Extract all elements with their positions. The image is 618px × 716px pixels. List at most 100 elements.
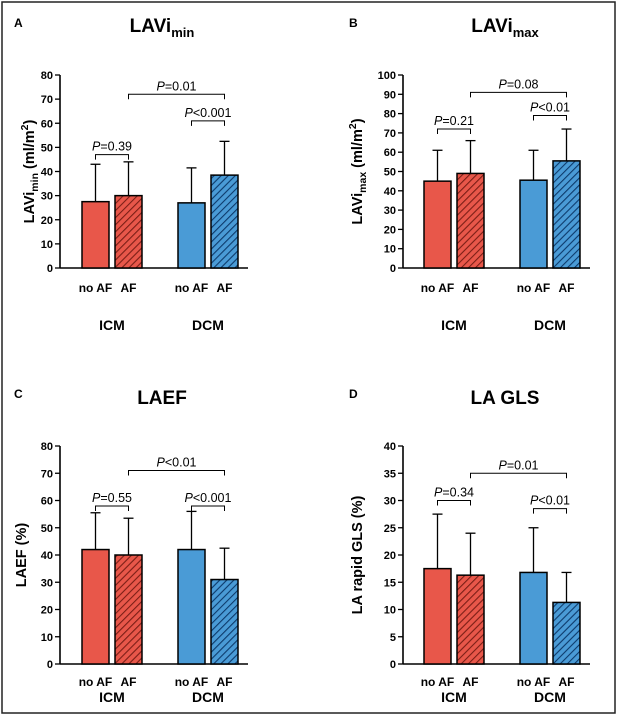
panel-letter: C xyxy=(14,387,23,401)
y-tick-label: 40 xyxy=(384,441,396,453)
y-tick-label: 0 xyxy=(390,263,396,275)
bar-icm-af xyxy=(114,194,143,269)
bar-dcm-af xyxy=(552,160,581,269)
group-label-dcm: DCM xyxy=(534,689,566,705)
y-tick-label: 60 xyxy=(384,147,396,159)
panel-title: LAEF xyxy=(137,388,187,409)
bar-dcm-no-af xyxy=(177,548,206,665)
bar-icm-af xyxy=(114,554,143,665)
y-axis-label: LAVimax (ml/m2) xyxy=(347,118,369,224)
p-value-label: P<0.01 xyxy=(530,101,570,115)
panel-a: A LAVimin LAVimin (ml/m2) 0 10 20 30 40 50 60 70 80… xyxy=(14,16,248,333)
panel-c: C LAEF LAEF (%) 0 10 20 30 40 50 60 70 80 no AF AF no … xyxy=(14,387,248,705)
bar-dcm-af xyxy=(210,174,239,269)
bar-icm-no-af xyxy=(423,567,452,665)
p-value-label: P<0.01 xyxy=(530,494,570,508)
y-tick-label: 30 xyxy=(41,577,53,589)
panel-b: B LAVimax LAVimax (ml/m2) 0 10 20 30 40 50 60 70 80… xyxy=(347,16,590,333)
p-value-label: P=0.55 xyxy=(92,491,132,505)
y-tick-label: 20 xyxy=(384,224,396,236)
bar-dcm-no-af xyxy=(177,202,206,269)
y-tick-label: 35 xyxy=(384,468,396,480)
x-category-label: AF xyxy=(121,281,137,295)
comparison-bracket xyxy=(128,93,225,100)
bar-dcm-no-af xyxy=(519,179,548,269)
y-tick-label: 50 xyxy=(384,167,396,179)
y-tick-label: 80 xyxy=(384,109,396,121)
p-value-label: P=0.01 xyxy=(157,79,197,93)
y-tick-label: 0 xyxy=(47,659,53,671)
p-value-label: P=0.34 xyxy=(434,486,474,500)
y-axis-label: LAVimin (ml/m2) xyxy=(19,119,41,223)
group-label-icm: ICM xyxy=(441,317,467,333)
y-tick-label: 10 xyxy=(41,239,53,251)
x-category-label: AF xyxy=(559,675,575,689)
y-tick-label: 70 xyxy=(384,128,396,140)
y-tick-label: 20 xyxy=(41,605,53,617)
group-label-icm: ICM xyxy=(99,689,125,705)
x-category-label: AF xyxy=(463,281,479,295)
x-category-label: AF xyxy=(559,281,575,295)
bar-dcm-no-af xyxy=(519,571,548,665)
p-value-label: P<0.01 xyxy=(157,456,197,470)
comparison-bracket xyxy=(128,470,225,476)
y-tick-label: 40 xyxy=(41,550,53,562)
comparison-bracket xyxy=(95,505,129,511)
y-tick-label: 0 xyxy=(47,263,53,275)
x-category-label: AF xyxy=(217,281,233,295)
y-tick-label: 15 xyxy=(384,577,396,589)
panel-d: D LA GLS LA rapid GLS (%) 0 5 10 15 20 25 30 35 40 n… xyxy=(349,387,590,705)
x-category-label: no AF xyxy=(421,675,455,689)
y-tick-label: 20 xyxy=(384,550,396,562)
panel-title: LAVimax xyxy=(471,16,539,40)
p-value-label: P=0.21 xyxy=(434,114,474,128)
p-value-label: P<0.001 xyxy=(185,106,232,120)
y-tick-label: 0 xyxy=(390,659,396,671)
y-tick-label: 60 xyxy=(41,496,53,508)
p-value-label: P=0.08 xyxy=(499,77,539,91)
panel-letter: B xyxy=(349,16,358,30)
comparison-bracket xyxy=(95,154,129,160)
bar-icm-af xyxy=(456,172,485,269)
y-tick-label: 10 xyxy=(384,605,396,617)
panels: A LAVimin LAVimin (ml/m2) 0 10 20 30 40 50 60 70 80… xyxy=(14,16,590,705)
y-tick-label: 70 xyxy=(41,94,53,106)
x-category-label: no AF xyxy=(175,675,209,689)
p-value-label: P<0.001 xyxy=(185,491,232,505)
y-tick-label: 60 xyxy=(41,118,53,130)
bar-icm-af xyxy=(456,574,485,665)
comparison-bracket xyxy=(533,508,567,514)
comparison-bracket xyxy=(470,91,567,98)
panel-title: LA GLS xyxy=(471,388,540,409)
group-label-dcm: DCM xyxy=(534,317,566,333)
bar-dcm-af xyxy=(552,601,581,665)
x-category-label: AF xyxy=(217,675,233,689)
bar-icm-no-af xyxy=(81,200,110,269)
y-tick-label: 50 xyxy=(41,523,53,535)
y-tick-label: 80 xyxy=(41,441,53,453)
x-category-label: AF xyxy=(463,675,479,689)
bar-dcm-af xyxy=(210,578,239,665)
group-label-icm: ICM xyxy=(99,317,125,333)
y-tick-label: 30 xyxy=(41,191,53,203)
panel-letter: D xyxy=(349,387,358,401)
panel-letter: A xyxy=(14,16,23,30)
y-tick-label: 40 xyxy=(384,186,396,198)
x-category-label: AF xyxy=(121,675,137,689)
y-axis-label: LA rapid GLS (%) xyxy=(350,495,366,614)
x-category-label: no AF xyxy=(175,281,209,295)
p-value-label: P=0.39 xyxy=(92,140,132,154)
x-category-label: no AF xyxy=(79,281,113,295)
y-tick-label: 10 xyxy=(41,632,53,644)
y-tick-label: 30 xyxy=(384,496,396,508)
y-tick-label: 40 xyxy=(41,167,53,179)
comparison-bracket xyxy=(470,472,567,479)
y-tick-label: 100 xyxy=(378,70,396,82)
y-tick-label: 70 xyxy=(41,468,53,480)
y-tick-label: 30 xyxy=(384,205,396,217)
y-tick-label: 50 xyxy=(41,142,53,154)
comparison-bracket xyxy=(437,500,471,506)
comparison-bracket xyxy=(533,115,567,121)
panel-title: LAVimin xyxy=(130,16,195,40)
